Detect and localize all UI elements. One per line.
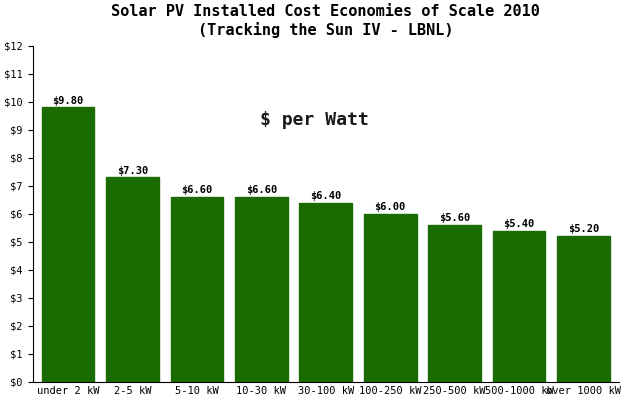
Text: $7.30: $7.30 <box>117 166 148 176</box>
Text: $9.80: $9.80 <box>52 96 84 106</box>
Title: Solar PV Installed Cost Economies of Scale 2010
(Tracking the Sun IV - LBNL): Solar PV Installed Cost Economies of Sca… <box>111 4 540 38</box>
Bar <box>42 108 95 382</box>
Bar <box>106 177 159 382</box>
Text: $5.20: $5.20 <box>568 224 599 234</box>
Bar <box>299 202 352 382</box>
Text: $6.40: $6.40 <box>310 191 341 201</box>
Text: $6.60: $6.60 <box>245 185 277 195</box>
Bar <box>364 214 416 382</box>
Text: $ per Watt: $ per Watt <box>260 111 369 129</box>
Bar <box>557 236 610 382</box>
Bar <box>170 197 223 382</box>
Text: $5.40: $5.40 <box>504 219 534 229</box>
Bar <box>428 225 481 382</box>
Bar <box>493 230 545 382</box>
Text: $6.00: $6.00 <box>375 202 406 212</box>
Bar <box>235 197 288 382</box>
Text: $6.60: $6.60 <box>181 185 213 195</box>
Text: $5.60: $5.60 <box>439 213 470 223</box>
